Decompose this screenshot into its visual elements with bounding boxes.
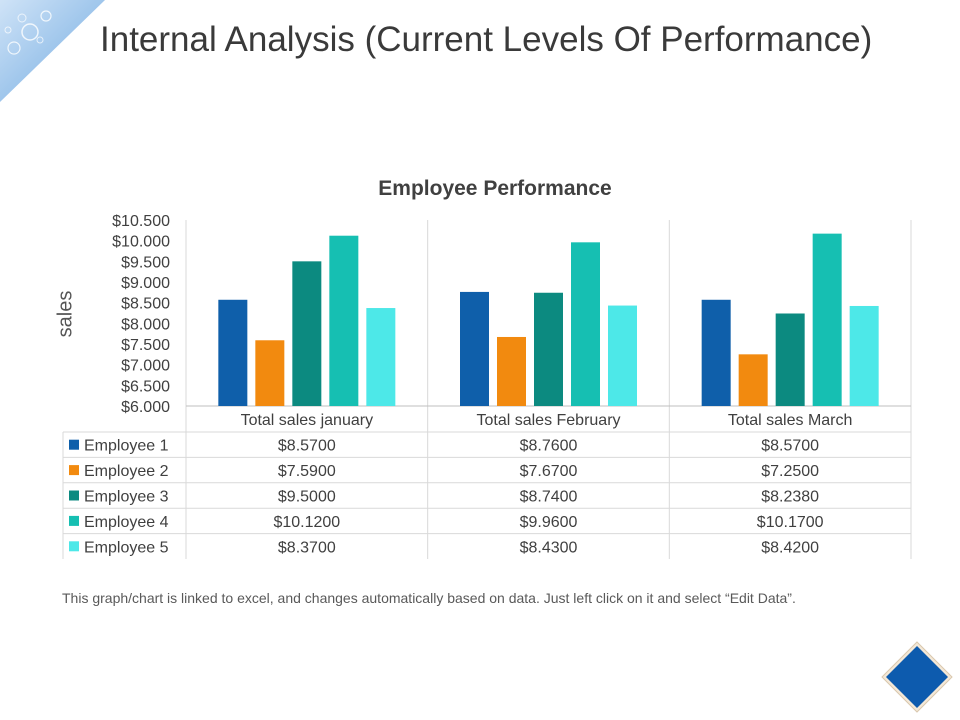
x-tick-label: Total sales March [728,412,853,429]
bar [292,261,322,406]
y-tick-label: $10.500 [112,213,170,230]
bar [812,233,842,406]
legend-swatch [69,541,79,552]
data-label: $9.5000 [278,489,336,506]
y-tick-label: $7.000 [121,358,170,375]
chart-title: Employee Performance [378,177,612,200]
footnote: This graph/chart is linked to excel, and… [62,590,796,606]
bar [775,313,805,406]
legend-swatch [69,439,79,450]
bar [738,354,768,406]
bar [218,299,248,406]
y-tick-label: $6.000 [121,399,170,416]
bar [497,336,526,406]
legend-label: Employee 3 [84,489,169,506]
legend-label: Employee 1 [84,438,169,455]
data-label: $10.1700 [757,514,824,531]
y-tick-label: $8.000 [121,316,170,333]
bar [849,305,879,406]
data-label: $7.6700 [520,463,578,480]
data-label: $7.5900 [278,463,336,480]
bar [255,340,285,406]
bar [460,291,489,406]
legend-swatch [69,465,79,476]
data-label: $9.9600 [520,514,578,531]
legend-label: Employee 4 [84,514,169,531]
slide-title: Internal Analysis (Current Levels Of Per… [100,20,873,59]
bar [571,242,600,406]
y-tick-label: $6.500 [121,378,170,395]
data-label: $8.7400 [520,489,578,506]
y-tick-label: $8.500 [121,296,170,313]
corner-decoration [0,0,105,102]
x-tick-label: Total sales February [476,412,620,429]
data-label: $7.2500 [761,463,819,480]
y-tick-label: $9.500 [121,254,170,271]
y-tick-label: $10.000 [112,234,170,251]
legend-swatch [69,490,79,501]
data-label: $10.1200 [273,514,340,531]
data-label: $8.5700 [278,438,336,455]
bar [701,299,731,406]
data-label: $8.3700 [278,539,336,556]
bar [534,292,563,406]
data-label: $8.4200 [761,539,819,556]
legend-swatch [69,515,79,526]
data-label: $8.7600 [520,438,578,455]
legend-label: Employee 5 [84,539,169,556]
data-label: $8.2380 [761,489,819,506]
x-tick-label: Total sales january [241,412,374,429]
data-label: $8.4300 [520,539,578,556]
bar [366,308,396,406]
y-tick-label: $9.000 [121,275,170,292]
bar [608,305,637,406]
y-tick-label: $7.500 [121,337,170,354]
data-label: $8.5700 [761,438,819,455]
legend-label: Employee 2 [84,463,169,480]
bar [329,235,359,406]
diamond-logo [881,641,953,713]
